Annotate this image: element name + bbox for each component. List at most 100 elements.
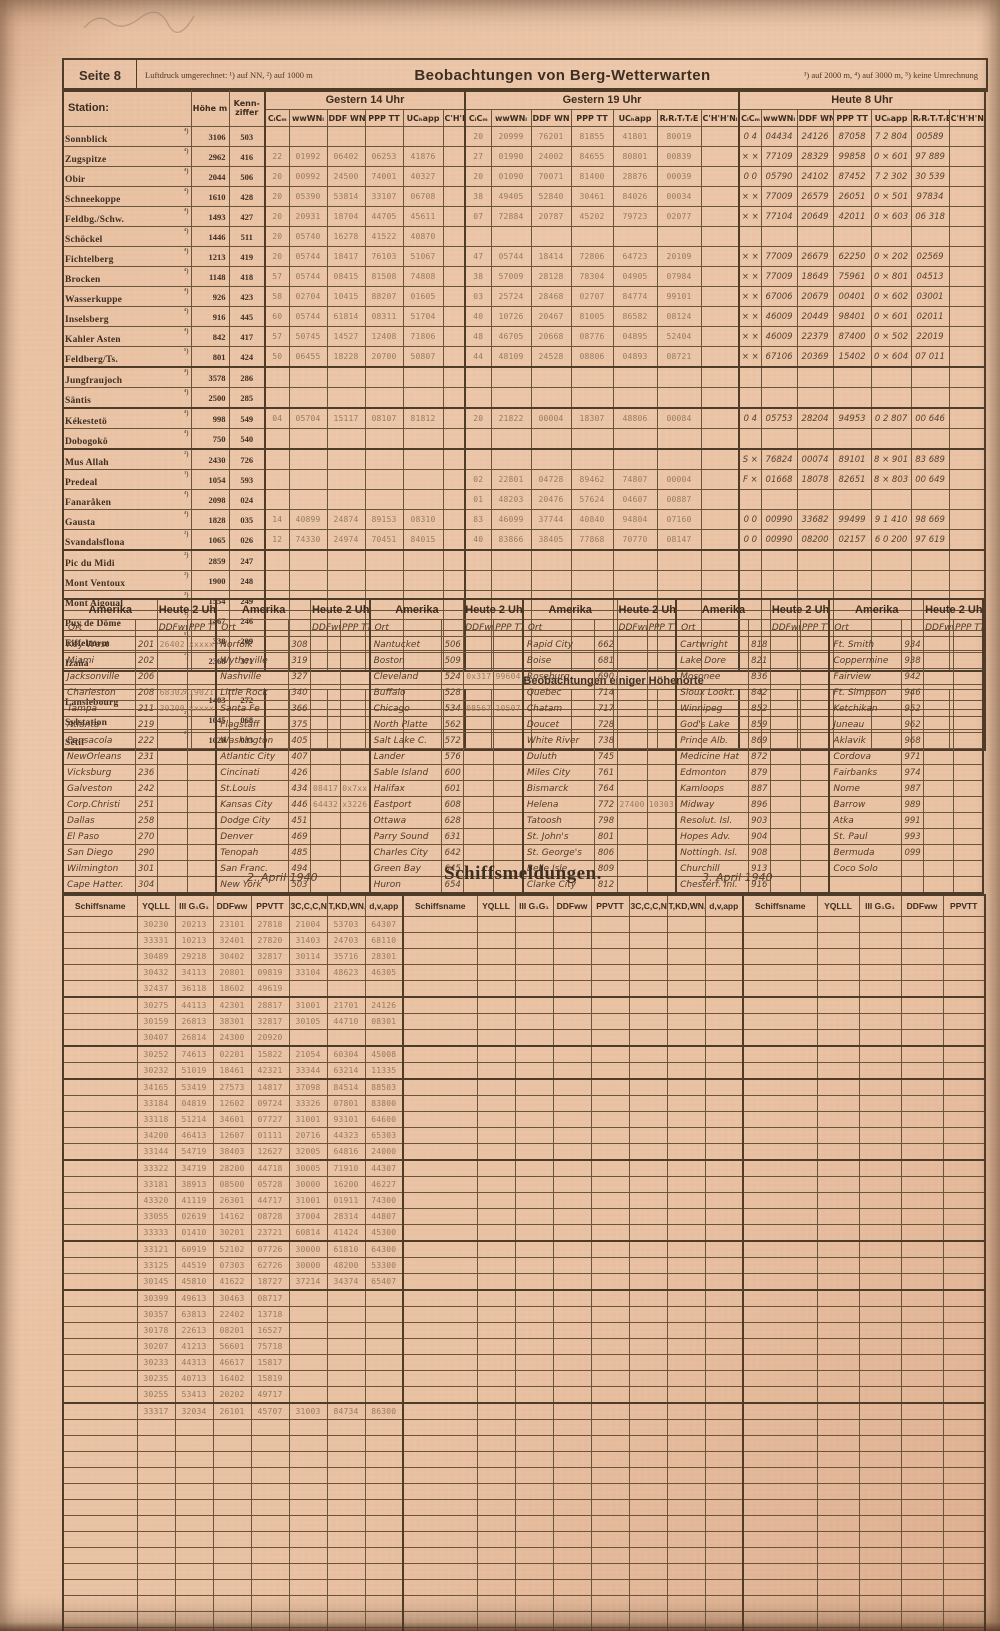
ship-value-cell <box>742 1402 818 1420</box>
ship-value-cell <box>666 1095 706 1112</box>
ship-value-cell <box>666 1306 706 1323</box>
ppptt-value <box>646 764 677 781</box>
ship-value-cell: 30402 <box>212 948 252 965</box>
station-row: Feldberg/Ts. ⁵) 801 424 50 06455 18228 20700 508… <box>62 346 986 368</box>
ship-value-cell: 27818 <box>250 916 290 933</box>
value-cell <box>442 529 466 551</box>
value-cell: 24500 <box>326 166 366 187</box>
ship-value-cell <box>326 1563 366 1580</box>
ship-value-cell <box>514 1273 554 1291</box>
station-ref: ⁴) <box>183 247 189 256</box>
station-row: Brocken ⁴) 1148 418 57 05744 08415 81508 74808 38… <box>62 266 986 287</box>
ship-value-cell <box>402 1322 478 1339</box>
value-cell <box>490 570 532 591</box>
ppptt-value <box>646 812 677 829</box>
ship-value-cell <box>816 1322 860 1339</box>
ship-column-label: d,v,app <box>364 894 404 917</box>
ship-value-cell: 30432 <box>136 964 176 981</box>
ship-value-cell <box>900 1499 944 1516</box>
value-cell <box>948 326 986 347</box>
ship-value-cell <box>514 948 554 965</box>
ship-value-cell <box>590 1627 630 1631</box>
city-code: 340 <box>287 684 311 701</box>
ship-value-cell <box>628 1257 668 1274</box>
city-name: Winnipeg <box>675 700 749 717</box>
amerika-group-header: Amerika <box>61 598 158 620</box>
ddfww-value <box>923 780 955 797</box>
ship-value-cell <box>628 1338 668 1355</box>
ship-value-cell <box>402 1595 478 1612</box>
value-cell: 67006 <box>760 286 798 307</box>
value-cell <box>442 226 466 247</box>
ship-value-cell <box>590 1192 630 1209</box>
ship-value-cell <box>590 1289 630 1307</box>
ship-value-cell <box>628 1467 668 1484</box>
value-cell: 24528 <box>530 346 572 368</box>
ppptt-value <box>799 716 830 733</box>
hoehe-header: Höhe m <box>190 88 230 127</box>
ship-value-cell <box>742 1208 818 1225</box>
value-cell <box>948 489 986 510</box>
ship-row <box>62 1547 986 1564</box>
city-code: 942 <box>901 668 925 685</box>
ship-value-cell <box>288 1499 328 1516</box>
station-name-cell: Pic du Midi ²) <box>62 549 192 571</box>
ship-value-cell <box>590 1386 630 1404</box>
ship-value-cell <box>704 1483 744 1500</box>
city-name: San Diego <box>61 844 136 861</box>
column-label: UCₕapp <box>402 109 444 127</box>
ship-value-cell <box>590 1127 630 1144</box>
value-cell: 24126 <box>796 126 834 147</box>
ship-value-cell <box>666 1386 706 1404</box>
ship-value-cell: 16402 <box>212 1370 252 1387</box>
ship-value-cell <box>900 980 944 998</box>
ddfww-value <box>463 684 495 701</box>
ship-value-cell <box>666 1499 706 1516</box>
ship-value-cell <box>136 1435 176 1452</box>
ship-value-cell <box>628 1402 668 1420</box>
ship-value-cell <box>514 1111 554 1128</box>
ship-value-cell <box>742 1595 818 1612</box>
city-code: 601 <box>441 780 465 797</box>
ship-value-cell <box>288 1547 328 1564</box>
ship-value-cell <box>816 980 860 998</box>
ship-value-cell <box>858 980 902 998</box>
value-cell <box>870 489 912 510</box>
ship-value-cell <box>364 1595 404 1612</box>
value-cell <box>288 428 328 450</box>
ppptt-value <box>340 636 371 653</box>
city-name: Duluth <box>521 748 596 765</box>
ship-value-cell <box>900 1257 944 1274</box>
ship-value-cell <box>666 1111 706 1128</box>
value-cell <box>948 226 986 247</box>
value-cell: 08107 <box>364 407 404 429</box>
station-ref: ²) <box>184 450 189 458</box>
value-cell: 52840 <box>530 186 572 207</box>
ship-value-cell <box>900 1595 944 1612</box>
column-label: PPP TT <box>340 619 371 637</box>
ship-value-cell <box>326 1499 366 1516</box>
city-name: St. Paul <box>828 828 903 845</box>
ship-name-cell <box>62 1013 138 1030</box>
value-cell: 28468 <box>530 286 572 307</box>
ship-value-cell <box>590 1451 630 1468</box>
ship-value-cell: 30114 <box>288 948 328 965</box>
ship-value-cell <box>628 1579 668 1596</box>
ship-value-cell <box>742 1515 818 1532</box>
ship-value-cell <box>288 1483 328 1500</box>
value-cell: × × <box>738 326 762 347</box>
value-cell: 04607 <box>612 489 658 510</box>
ship-value-cell <box>476 1176 516 1193</box>
ship-name-cell <box>62 1257 138 1274</box>
ship-value-cell: 30275 <box>136 996 176 1014</box>
ship-value-cell <box>326 980 366 998</box>
ship-value-cell <box>514 1143 554 1161</box>
ship-value-cell <box>666 1451 706 1468</box>
ship-value-cell <box>250 1563 290 1580</box>
ddfww-value <box>769 668 801 685</box>
ship-value-cell <box>136 1467 176 1484</box>
station-row: Zugspitze ⁴) 2962 416 22 01992 06402 06253 41876… <box>62 146 986 167</box>
ship-value-cell: 12602 <box>212 1095 252 1112</box>
ship-value-cell <box>590 1029 630 1047</box>
ship-row: 32437 36118 18602 49619 <box>62 980 986 998</box>
